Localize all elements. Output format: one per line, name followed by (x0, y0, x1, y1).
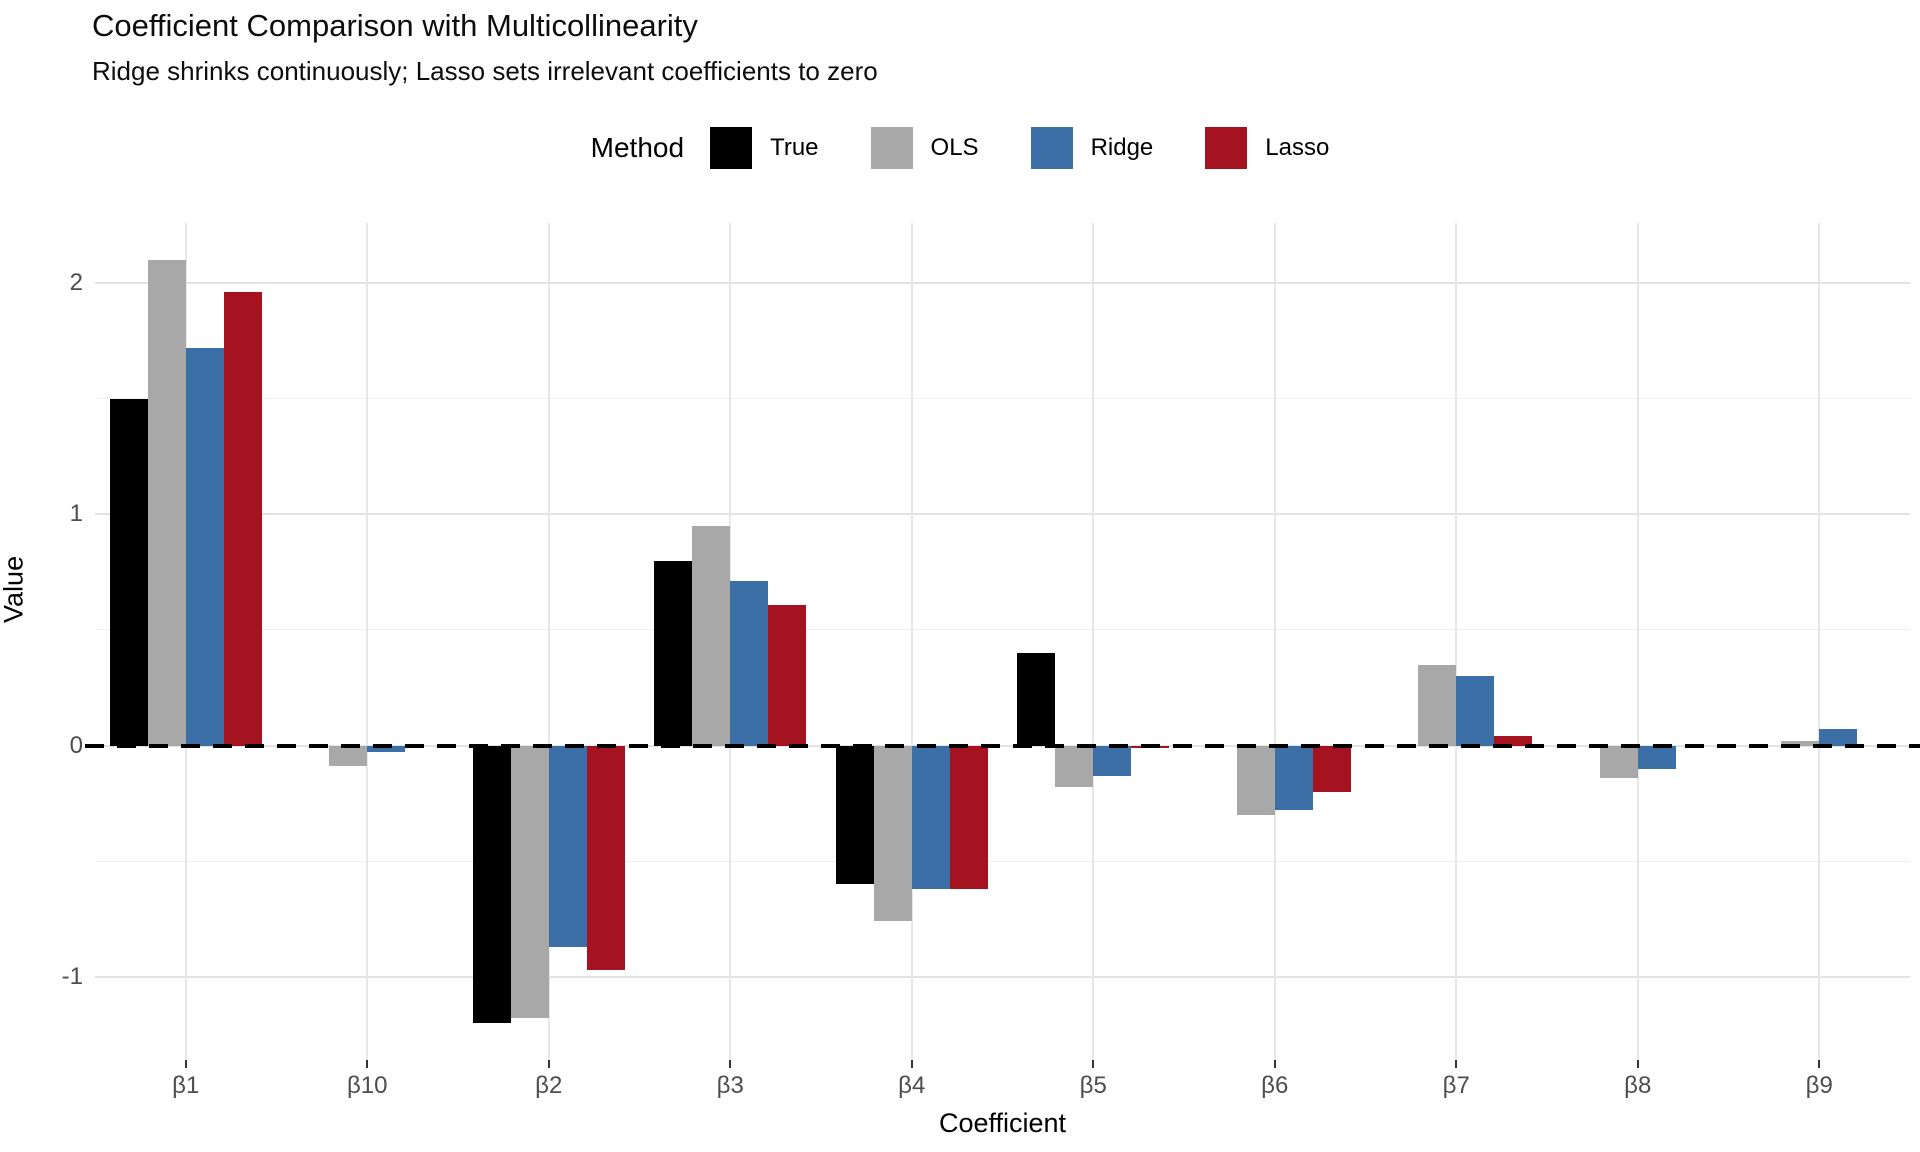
x-tick-label-β1: β1 (172, 1072, 200, 1099)
bar-ridge-β7 (1456, 676, 1495, 746)
legend-swatch-lasso (1205, 127, 1248, 169)
bar-ols-β9 (1781, 740, 1820, 746)
bar-ridge-β1 (185, 347, 224, 746)
legend-key-ols: OLS (870, 127, 979, 169)
bar-ols-β6 (1236, 745, 1275, 815)
legend-title: Method (590, 132, 685, 163)
x-tick-label-β7: β7 (1442, 1072, 1470, 1099)
legend-swatch-true (710, 127, 753, 169)
legend-swatch-ridge (1030, 127, 1073, 169)
bar-true-β2 (472, 745, 511, 1023)
y-tick-label-0: 0 (69, 731, 83, 759)
minor-gridline (95, 629, 1910, 631)
bar-ridge-β5 (1093, 745, 1132, 776)
x-tick-label-β3: β3 (716, 1072, 744, 1099)
bar-ridge-β2 (548, 745, 587, 947)
legend-key-true: True (710, 127, 819, 169)
x-tick-mark (1092, 1060, 1095, 1068)
vertical-gridline (1273, 223, 1276, 1060)
bar-true-β4 (835, 745, 874, 885)
bar-ridge-β3 (730, 581, 769, 746)
vertical-gridline (1818, 223, 1821, 1060)
vertical-gridline (1636, 223, 1639, 1060)
x-tick-mark (366, 1060, 369, 1068)
legend-label-ridge: Ridge (1090, 134, 1154, 161)
x-tick-label-β5: β5 (1079, 1072, 1107, 1099)
bar-ols-β7 (1418, 664, 1457, 746)
legend-label-true: True (770, 134, 819, 161)
x-tick-mark (1818, 1060, 1821, 1068)
bar-ols-β2 (510, 745, 549, 1019)
x-tick-mark (547, 1060, 550, 1068)
bar-ols-β1 (147, 259, 186, 746)
bar-lasso-β3 (768, 604, 807, 746)
bar-true-β1 (109, 398, 148, 746)
y-tick-label-2: 2 (69, 269, 83, 297)
minor-gridline (95, 860, 1910, 862)
x-tick-mark (1455, 1060, 1458, 1068)
x-tick-mark (1273, 1060, 1276, 1068)
bar-ols-β8 (1599, 745, 1638, 778)
y-axis-title: Value (0, 555, 29, 623)
x-tick-label-β4: β4 (898, 1072, 926, 1099)
x-tick-label-β8: β8 (1624, 1072, 1652, 1099)
vertical-gridline (1092, 223, 1095, 1060)
legend-key-ridge: Ridge (1030, 127, 1154, 169)
chart-title: Coefficient Comparison with Multicolline… (92, 8, 698, 43)
x-axis-title: Coefficient (938, 1108, 1067, 1138)
legend-keys: True OLS Ridge Lasso (710, 127, 1329, 169)
legend-label-lasso: Lasso (1265, 134, 1330, 161)
bar-ridge-β10 (367, 745, 406, 753)
bar-lasso-β1 (223, 292, 262, 746)
x-tick-label-β9: β9 (1805, 1072, 1833, 1099)
legend-label-ols: OLS (930, 134, 979, 161)
x-tick-label-β6: β6 (1261, 1072, 1289, 1099)
legend-key-lasso: Lasso (1205, 127, 1329, 169)
x-tick-mark (1636, 1060, 1639, 1068)
bar-lasso-β2 (586, 745, 625, 970)
bar-ols-β10 (329, 745, 368, 767)
x-tick-mark (910, 1060, 913, 1068)
x-tick-mark (729, 1060, 732, 1068)
legend: Method True OLS Ridge Lasso (0, 122, 1920, 174)
plot-panel (85, 223, 1920, 1060)
legend-swatch-ols (870, 127, 913, 169)
chart-subtitle: Ridge shrinks continuously; Lasso sets i… (92, 56, 878, 86)
x-tick-label-β10: β10 (347, 1072, 388, 1099)
y-tick-label--1: -1 (61, 962, 83, 990)
bar-ridge-β9 (1819, 729, 1858, 746)
bar-ols-β3 (692, 525, 731, 746)
bar-ridge-β6 (1274, 745, 1313, 811)
vertical-gridline (547, 223, 550, 1060)
major-gridline (95, 513, 1910, 516)
x-tick-label-β2: β2 (535, 1072, 563, 1099)
bar-ols-β4 (873, 745, 912, 922)
vertical-gridline (910, 223, 913, 1060)
bar-true-β3 (654, 560, 693, 746)
vertical-gridline (1455, 223, 1458, 1060)
zero-reference-line (85, 743, 1920, 748)
bar-lasso-β7 (1494, 736, 1533, 746)
bar-lasso-β4 (949, 745, 988, 889)
bar-true-β5 (1017, 653, 1056, 746)
bar-ols-β5 (1055, 745, 1094, 788)
bar-lasso-β6 (1312, 745, 1351, 792)
minor-gridline (95, 398, 1910, 400)
x-tick-mark (184, 1060, 187, 1068)
vertical-gridline (366, 223, 369, 1060)
major-gridline (95, 975, 1910, 978)
bar-ridge-β8 (1637, 745, 1676, 769)
bar-ridge-β4 (911, 745, 950, 889)
major-gridline (95, 282, 1910, 285)
y-tick-label-1: 1 (69, 500, 83, 528)
